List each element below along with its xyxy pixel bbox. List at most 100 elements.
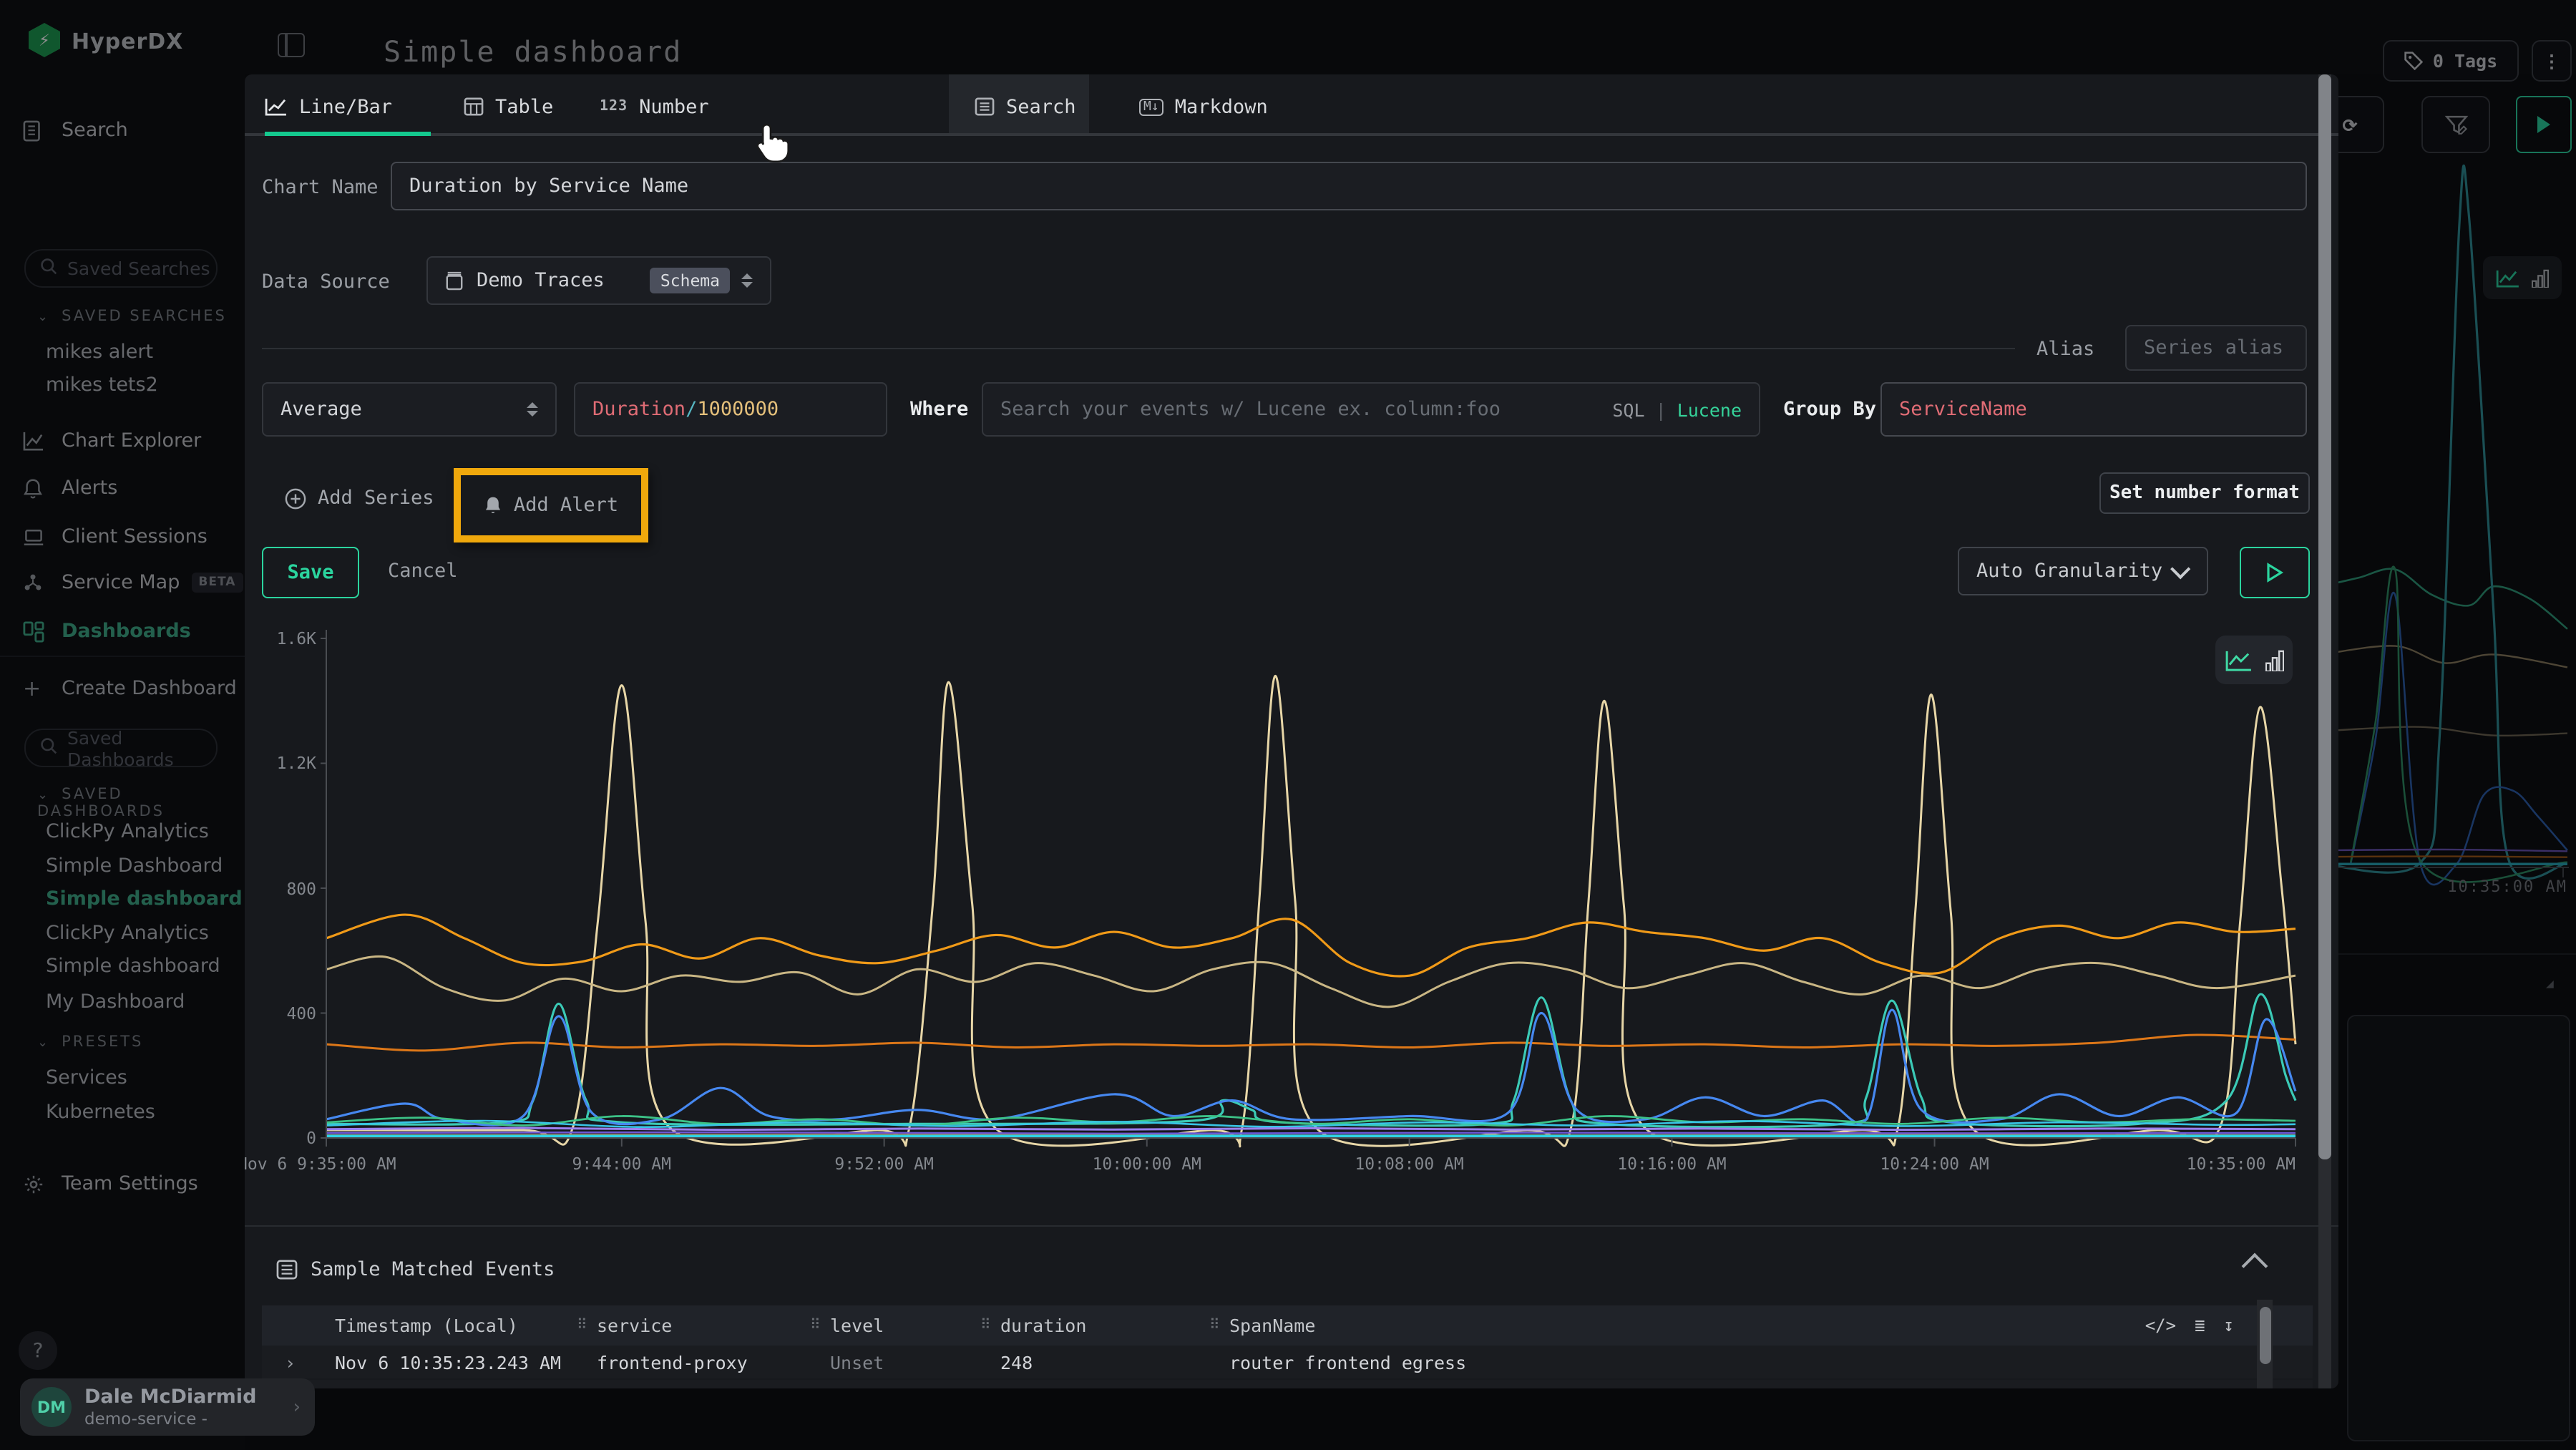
tab-label: Number xyxy=(639,95,709,118)
cancel-button[interactable]: Cancel xyxy=(388,547,458,595)
cell-duration: 248 xyxy=(1000,1386,1033,1388)
cell-duration: 248 xyxy=(1000,1351,1033,1373)
table-row[interactable]: › Nov 6 10:35:23.243 AM frontend-proxy U… xyxy=(262,1346,2313,1378)
aggregation-select[interactable]: Average xyxy=(262,382,557,437)
tab-label: Table xyxy=(495,95,553,118)
expr-operator: / xyxy=(686,398,697,421)
col-level[interactable]: level xyxy=(830,1315,884,1336)
data-source-label: Data Source xyxy=(262,271,390,293)
expression-input[interactable]: Duration/1000000 xyxy=(574,382,887,437)
run-chart-button[interactable] xyxy=(2240,547,2310,598)
modal-scrollbar[interactable] xyxy=(2318,74,2331,1388)
col-duration[interactable]: duration xyxy=(1000,1315,1086,1336)
table-scrollbar[interactable] xyxy=(2257,1300,2273,1388)
user-menu[interactable]: DM Dale McDiarmid demo-service - › xyxy=(20,1378,315,1436)
series-alias-input[interactable]: Series alias xyxy=(2125,325,2307,371)
tab-markdown[interactable]: M↓ Markdown xyxy=(1139,80,1268,133)
cell-service: frontend-proxy xyxy=(597,1351,748,1373)
col-timestamp[interactable]: Timestamp (Local) xyxy=(335,1315,518,1336)
timeseries-chart[interactable] xyxy=(262,615,2313,1188)
section-divider xyxy=(245,1225,2338,1227)
bar-chart-icon xyxy=(2265,649,2283,671)
code-icon[interactable]: </> xyxy=(2145,1315,2176,1335)
cell-span: router frontend egress xyxy=(1229,1351,1466,1373)
row-expander-icon[interactable]: › xyxy=(285,1351,296,1373)
tab-label: Markdown xyxy=(1175,95,1268,118)
line-chart-icon xyxy=(2225,649,2252,671)
plus-circle-icon xyxy=(285,487,306,509)
drag-handle-icon[interactable]: ⠿ xyxy=(1209,1318,1220,1333)
x-tick-label: 10:35:00 AM xyxy=(2187,1154,2296,1174)
chart-name-label: Chart Name xyxy=(262,176,379,199)
tab-table[interactable]: Table xyxy=(464,80,553,133)
cell-level: Unset xyxy=(830,1351,884,1373)
line-chart-icon xyxy=(265,97,288,116)
where-label: Where xyxy=(910,398,968,421)
where-search-input[interactable]: Search your events w/ Lucene ex. column:… xyxy=(982,382,1760,437)
group-by-label: Group By xyxy=(1783,398,1876,421)
x-tick-label: 10:16:00 AM xyxy=(1617,1154,1726,1174)
x-tick-label: Nov 6 9:35:00 AM xyxy=(245,1154,396,1174)
table-header-icons: </> ≣ ↧ xyxy=(2145,1315,2234,1335)
user-name: Dale McDiarmid xyxy=(84,1386,256,1408)
search-placeholder: Search your events w/ Lucene ex. column:… xyxy=(1000,398,1501,421)
drag-handle-icon[interactable]: ⠿ xyxy=(577,1318,587,1333)
table-row-clipped[interactable]: › Nov 6 10:35:23.243 AM frontend-proxy U… xyxy=(262,1380,2313,1388)
aggregation-value: Average xyxy=(280,398,362,421)
sample-events-title: Sample Matched Events xyxy=(311,1258,555,1281)
select-chevrons-icon xyxy=(741,273,753,288)
wrap-text-icon[interactable]: ≣ xyxy=(2195,1315,2205,1335)
chart-name-value: Duration by Service Name xyxy=(409,175,688,198)
x-tick-label: 9:44:00 AM xyxy=(572,1154,672,1174)
events-list-icon xyxy=(276,1258,298,1285)
user-org: demo-service - xyxy=(84,1408,256,1428)
sql-lucene-toggle[interactable]: SQL | Lucene xyxy=(1612,399,1742,420)
col-spanname[interactable]: SpanName xyxy=(1229,1315,1315,1336)
data-source-select[interactable]: Demo Traces Schema xyxy=(426,256,771,305)
y-tick-label: 0 xyxy=(262,1128,316,1148)
cell-span: router frontend egress xyxy=(1229,1386,1466,1388)
add-series-button[interactable]: Add Series xyxy=(285,487,434,510)
alias-divider xyxy=(262,348,2015,349)
save-button[interactable]: Save xyxy=(262,547,359,598)
chevron-right-icon: › xyxy=(293,1396,301,1418)
chevron-down-icon xyxy=(2170,559,2190,579)
number-123-icon: 123 xyxy=(600,99,628,115)
group-by-input[interactable]: ServiceName xyxy=(1880,382,2307,437)
data-source-value: Demo Traces xyxy=(477,269,605,292)
play-outline-icon xyxy=(2265,563,2284,583)
granularity-value: Auto Granularity xyxy=(1976,560,2162,583)
add-series-label: Add Series xyxy=(318,487,434,510)
cell-timestamp: Nov 6 10:35:23.243 AM xyxy=(335,1351,561,1373)
collapse-chevron-icon[interactable] xyxy=(2242,1253,2268,1280)
tab-number[interactable]: 123 Number xyxy=(600,80,709,133)
table-icon xyxy=(464,97,484,116)
tab-label: Line/Bar xyxy=(299,95,392,118)
tab-line-bar[interactable]: Line/Bar xyxy=(265,80,392,133)
set-number-format-button[interactable]: Set number format xyxy=(2099,472,2310,514)
granularity-select[interactable]: Auto Granularity xyxy=(1958,547,2208,595)
schema-badge: Schema xyxy=(650,268,730,293)
select-chevrons-icon xyxy=(527,402,538,417)
chart-area: 04008001.2K1.6K Nov 6 9:35:00 AM9:44:00 … xyxy=(262,615,2313,1214)
cell-service: frontend-proxy xyxy=(597,1386,748,1388)
col-service[interactable]: service xyxy=(597,1315,672,1336)
avatar: DM xyxy=(31,1387,72,1427)
y-tick-label: 800 xyxy=(262,878,316,898)
drag-handle-icon[interactable]: ⠿ xyxy=(810,1318,821,1333)
drag-handle-icon[interactable]: ⠿ xyxy=(980,1318,991,1333)
tab-search[interactable]: Search xyxy=(975,80,1076,133)
alias-placeholder: Series alias xyxy=(2144,336,2283,359)
download-icon[interactable]: ↧ xyxy=(2224,1315,2234,1335)
chart-type-toggle[interactable] xyxy=(2215,636,2293,684)
chart-name-input[interactable]: Duration by Service Name xyxy=(391,162,2307,210)
cell-timestamp: Nov 6 10:35:23.243 AM xyxy=(335,1386,561,1388)
add-alert-button-highlighted[interactable]: Add Alert xyxy=(454,468,648,542)
y-tick-label: 400 xyxy=(262,1003,316,1023)
tab-label: Search xyxy=(1006,95,1076,118)
app-root: ⚡ HyperDX Simple dashboard 0 Tags ⋮ ⟳ 10… xyxy=(0,0,2576,1450)
x-tick-label: 10:24:00 AM xyxy=(1880,1154,1989,1174)
group-by-value: ServiceName xyxy=(1899,398,2027,421)
add-alert-label: Add Alert xyxy=(514,494,618,517)
database-icon xyxy=(445,271,464,291)
